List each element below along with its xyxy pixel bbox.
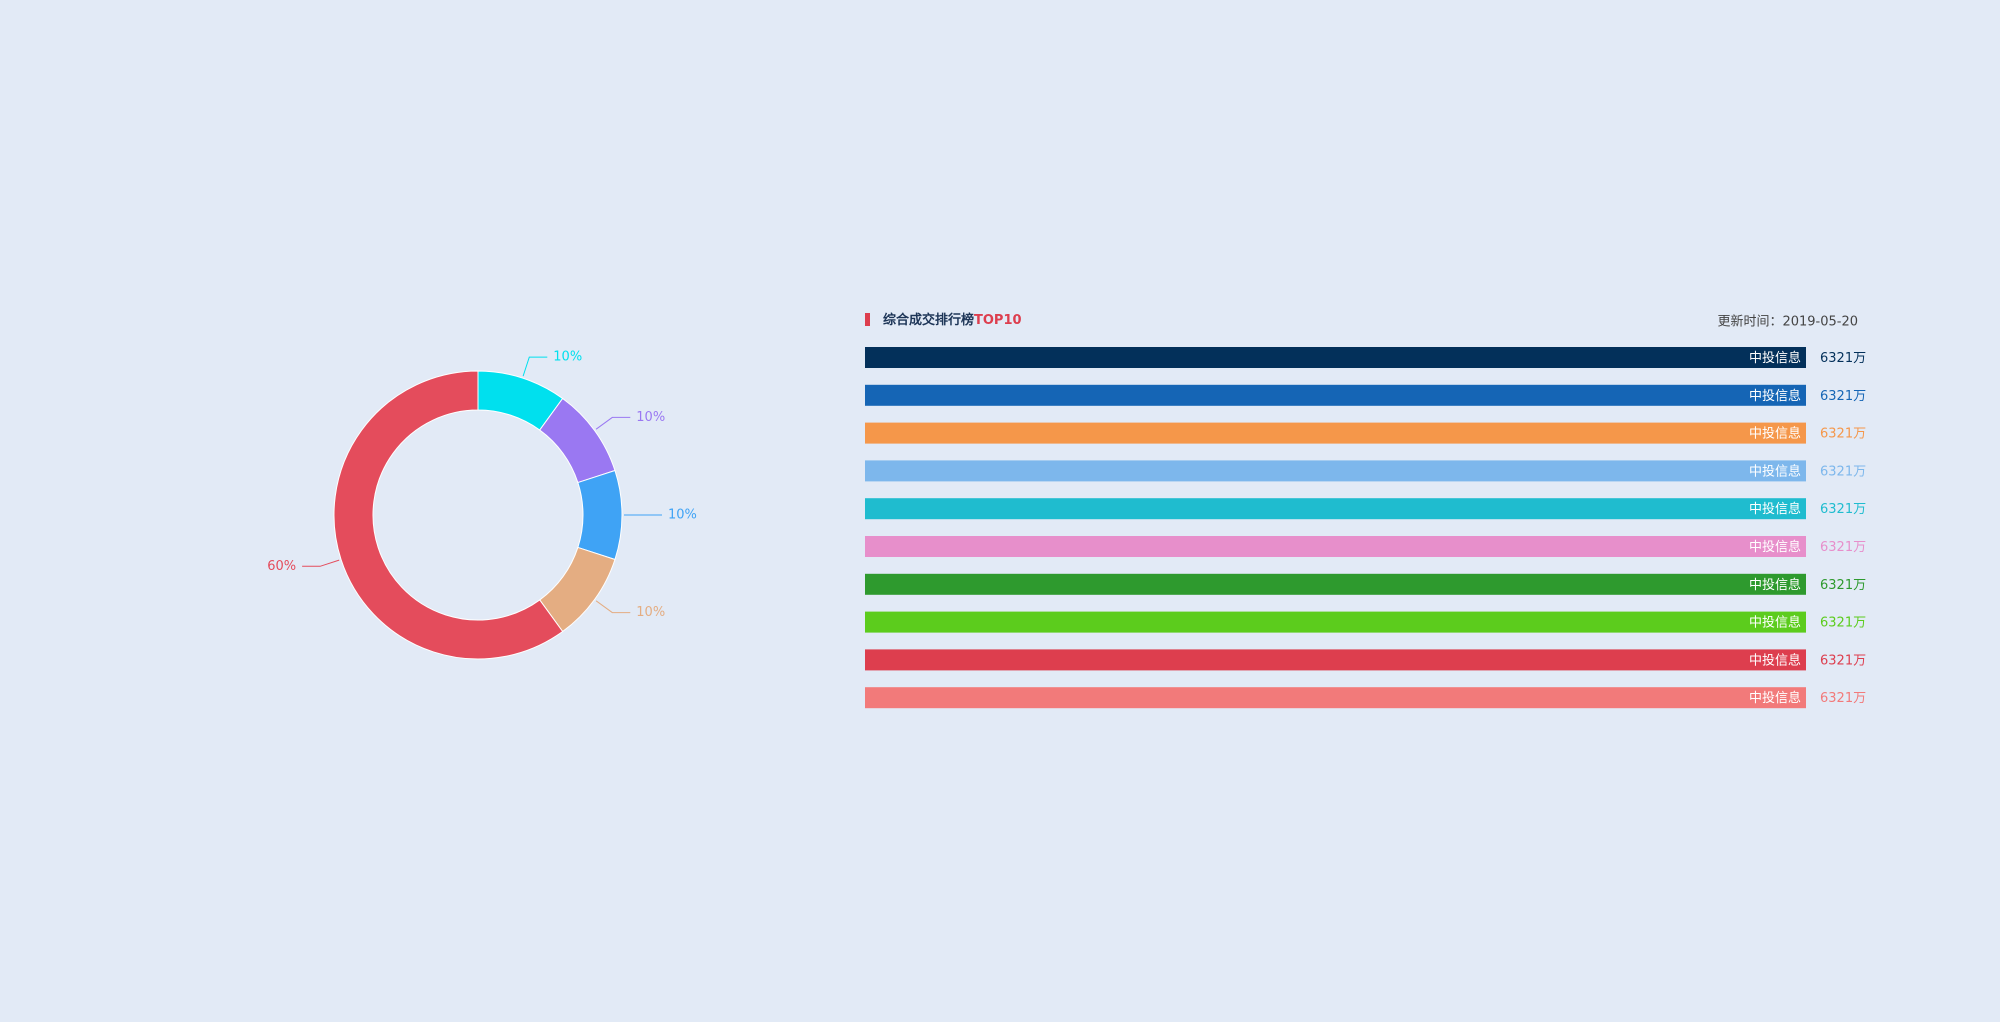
bar-category: 中投信息 (1749, 388, 1801, 404)
bar (865, 460, 1806, 482)
slice-label: 60% (267, 559, 296, 574)
bar-category: 中投信息 (1749, 690, 1801, 706)
bar-value-label: 6321万 (1820, 616, 1866, 631)
bar-value-label: 6321万 (1820, 389, 1866, 404)
slice-label: 10% (553, 350, 582, 365)
pie-slice (333, 370, 564, 660)
slice-label: 10% (668, 508, 697, 523)
bar-category: 中投信息 (1749, 652, 1801, 668)
slice-label: 10% (636, 605, 665, 620)
bar-category: 中投信息 (1749, 615, 1801, 631)
bar (865, 649, 1806, 671)
bar-value-label: 6321万 (1820, 653, 1866, 668)
bar-category: 中投信息 (1749, 501, 1801, 517)
bar-value-label: 6321万 (1820, 578, 1866, 593)
bar-value-label: 6321万 (1820, 351, 1866, 366)
bar (865, 573, 1806, 595)
bar (865, 498, 1806, 520)
title-main: 综合成交排行榜 (883, 312, 974, 328)
slice-label: 10% (636, 410, 665, 425)
bar (865, 384, 1806, 406)
bar-value-label: 6321万 (1820, 540, 1866, 555)
bar-value-label: 6321万 (1820, 464, 1866, 479)
bar-category: 中投信息 (1749, 463, 1801, 479)
pie-slice (577, 469, 623, 561)
bar-value-label: 6321万 (1820, 427, 1866, 442)
leader-line (302, 559, 340, 567)
bar-category: 中投信息 (1749, 539, 1801, 555)
bar (865, 347, 1806, 368)
chart-title: 综合成交排行榜TOP10 (883, 312, 1022, 328)
bar-value-label: 6321万 (1820, 502, 1866, 517)
bar (865, 536, 1806, 557)
leader-line (522, 356, 548, 377)
bar (865, 422, 1806, 444)
title-highlight: TOP10 (974, 313, 1022, 328)
leader-line (595, 416, 631, 430)
bar-category: 中投信息 (1749, 350, 1801, 366)
bar-category: 中投信息 (1749, 577, 1801, 593)
bar (865, 611, 1806, 633)
update-time: 更新时间：2019-05-20 (1717, 314, 1858, 330)
bar (865, 687, 1806, 709)
title-marker (865, 313, 870, 326)
bar-category: 中投信息 (1749, 426, 1801, 442)
leader-line (595, 600, 631, 614)
bar-value-label: 6321万 (1820, 691, 1866, 706)
